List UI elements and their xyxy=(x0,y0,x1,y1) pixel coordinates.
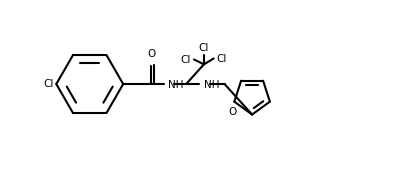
Text: O: O xyxy=(148,49,156,60)
Text: NH: NH xyxy=(204,80,219,90)
Text: Cl: Cl xyxy=(181,56,191,65)
Text: Cl: Cl xyxy=(217,54,227,64)
Text: Cl: Cl xyxy=(43,79,53,89)
Text: O: O xyxy=(228,106,236,117)
Text: NH: NH xyxy=(169,80,184,90)
Text: Cl: Cl xyxy=(199,43,209,53)
